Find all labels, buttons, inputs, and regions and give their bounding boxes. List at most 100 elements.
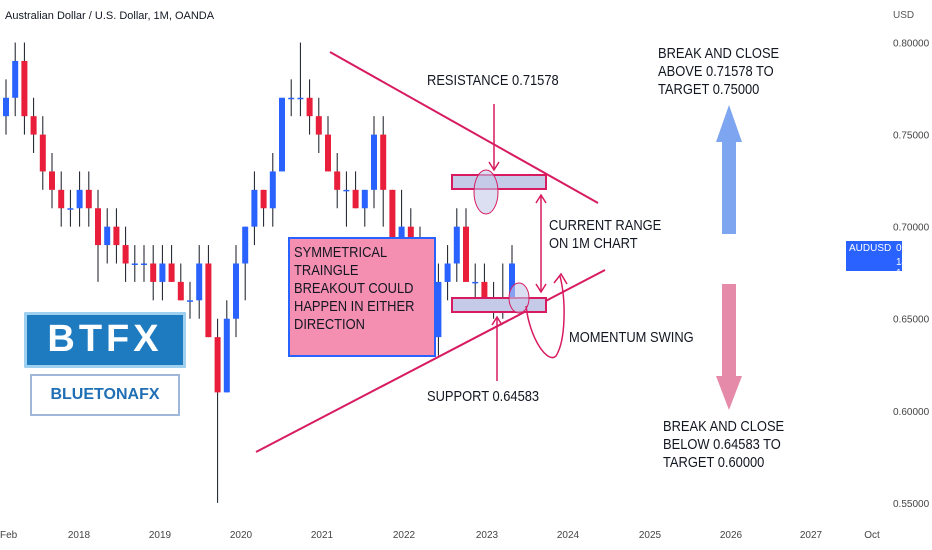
candle-body (85, 189, 92, 209)
support-zone (451, 297, 547, 313)
resistance-touch-circle (473, 169, 499, 215)
support-pointer-head (491, 315, 503, 326)
momentum-swing-head (553, 272, 568, 285)
candle-body (39, 134, 46, 172)
candle-body (113, 226, 120, 246)
candles (3, 42, 515, 503)
bluetonafx-logo-text: BLUETONAFX (50, 386, 160, 403)
candle-body (371, 134, 377, 190)
candle-body (352, 189, 359, 209)
candle-body (177, 281, 184, 301)
candle-body (380, 134, 387, 190)
candle-body (472, 281, 479, 284)
x-tick-label: 2025 (639, 530, 662, 541)
price-tag-value: 0.68834 (896, 243, 932, 255)
candle-body (49, 171, 55, 190)
candle-body (150, 263, 157, 282)
momentum-swing-curve (525, 275, 565, 359)
x-tick-label: 2027 (800, 530, 823, 541)
drawings (255, 51, 742, 453)
y-tick-label: 0.60000 (893, 407, 930, 418)
candle-body (131, 263, 138, 265)
resistance-zone (451, 174, 547, 190)
x-tick-label: Oct (864, 530, 880, 541)
x-tick-label: 2026 (720, 530, 743, 541)
candle-body (196, 263, 203, 301)
down-arrow-shaft (722, 284, 736, 380)
momentum-swing-label: MOMENTUM SWING (569, 329, 694, 346)
candle-body (67, 208, 74, 210)
resistance-pointer-head (488, 161, 500, 172)
bluetonafx-logo: BLUETONAFX (30, 374, 180, 416)
candle-body (168, 263, 175, 282)
candle-body (141, 263, 147, 265)
price-tag-symbol: AUDUSD (849, 243, 892, 255)
candle-body (361, 189, 368, 209)
support-label: SUPPORT 0.64583 (427, 388, 540, 405)
candle-body (159, 263, 166, 282)
x-tick-label: 2018 (68, 530, 91, 541)
candle-body (3, 97, 9, 117)
candle-body (104, 226, 111, 246)
candle-body (481, 281, 488, 301)
x-tick-label: 2022 (393, 530, 416, 541)
candle-body (463, 226, 469, 282)
support-touch-circle (508, 282, 530, 314)
y-tick-label: 0.80000 (893, 39, 930, 50)
candle-body (242, 226, 249, 264)
triangle-note-box: SYMMETRICAL TRAINGLE BREAKOUT COULD HAPP… (288, 237, 436, 357)
candle-body (30, 116, 37, 135)
candle-body (435, 281, 442, 338)
candle-body (58, 189, 65, 209)
x-axis: Feb 2018 2019 2020 2021 2022 2023 2024 2025 2026 2… (0, 530, 880, 541)
candle-body (269, 171, 276, 209)
down-arrow-head (716, 376, 742, 410)
candle-body (398, 226, 405, 246)
btfx-logo-text: BTFX (47, 318, 163, 360)
y-tick-label: 0.75000 (893, 131, 930, 142)
candle-body (12, 60, 19, 98)
up-arrow-shaft (722, 138, 736, 234)
x-tick-label: Feb (0, 530, 18, 541)
candle-body (315, 116, 322, 135)
candle-body (251, 189, 258, 227)
x-tick-label: 2019 (149, 530, 172, 541)
triangle-upper-trendline (329, 51, 599, 204)
btfx-logo: BTFX (24, 312, 186, 368)
x-tick-label: 2023 (476, 530, 499, 541)
currency-label: USD (893, 10, 915, 21)
x-tick-label: 2024 (557, 530, 580, 541)
candle-body (21, 60, 28, 117)
candle-body (334, 171, 341, 190)
candle-body (343, 189, 350, 192)
candle-body (76, 189, 83, 209)
price-tag: AUDUSD 0.68834 14d 12h (846, 241, 932, 279)
break-up-label: BREAK AND CLOSE ABOVE 0.71578 TO TARGET … (658, 45, 780, 98)
break-down-label: BREAK AND CLOSE BELOW 0.64583 TO TARGET … (663, 418, 785, 471)
resistance-label: RESISTANCE 0.71578 (427, 72, 559, 89)
candle-body (187, 300, 193, 302)
candle-body (288, 97, 295, 100)
candle-body (214, 337, 221, 393)
candle-body (444, 263, 451, 282)
candle-body (223, 318, 230, 393)
y-tick-label: 0.55000 (893, 499, 930, 510)
candle-body (297, 97, 304, 100)
current-range-label: CURRENT RANGE ON 1M CHART (549, 217, 662, 252)
x-tick-label: 2021 (311, 530, 334, 541)
y-axis: 0.80000 0.75000 0.70000 0.65000 0.60000 0.550… (893, 39, 930, 510)
range-arrow-top (535, 193, 547, 204)
y-tick-label: 0.70000 (893, 223, 930, 234)
candle-body (389, 189, 396, 246)
candle-body (453, 226, 460, 264)
price-tag-countdown: 14d 12h (896, 257, 913, 280)
candle-body (260, 189, 267, 209)
candle-body (95, 208, 101, 246)
candle-body (122, 245, 129, 264)
up-arrow-head (716, 105, 742, 142)
candle-body (279, 97, 285, 172)
triangle-note-text: SYMMETRICAL TRAINGLE BREAKOUT COULD HAPP… (294, 244, 415, 333)
candle-body (205, 263, 212, 338)
